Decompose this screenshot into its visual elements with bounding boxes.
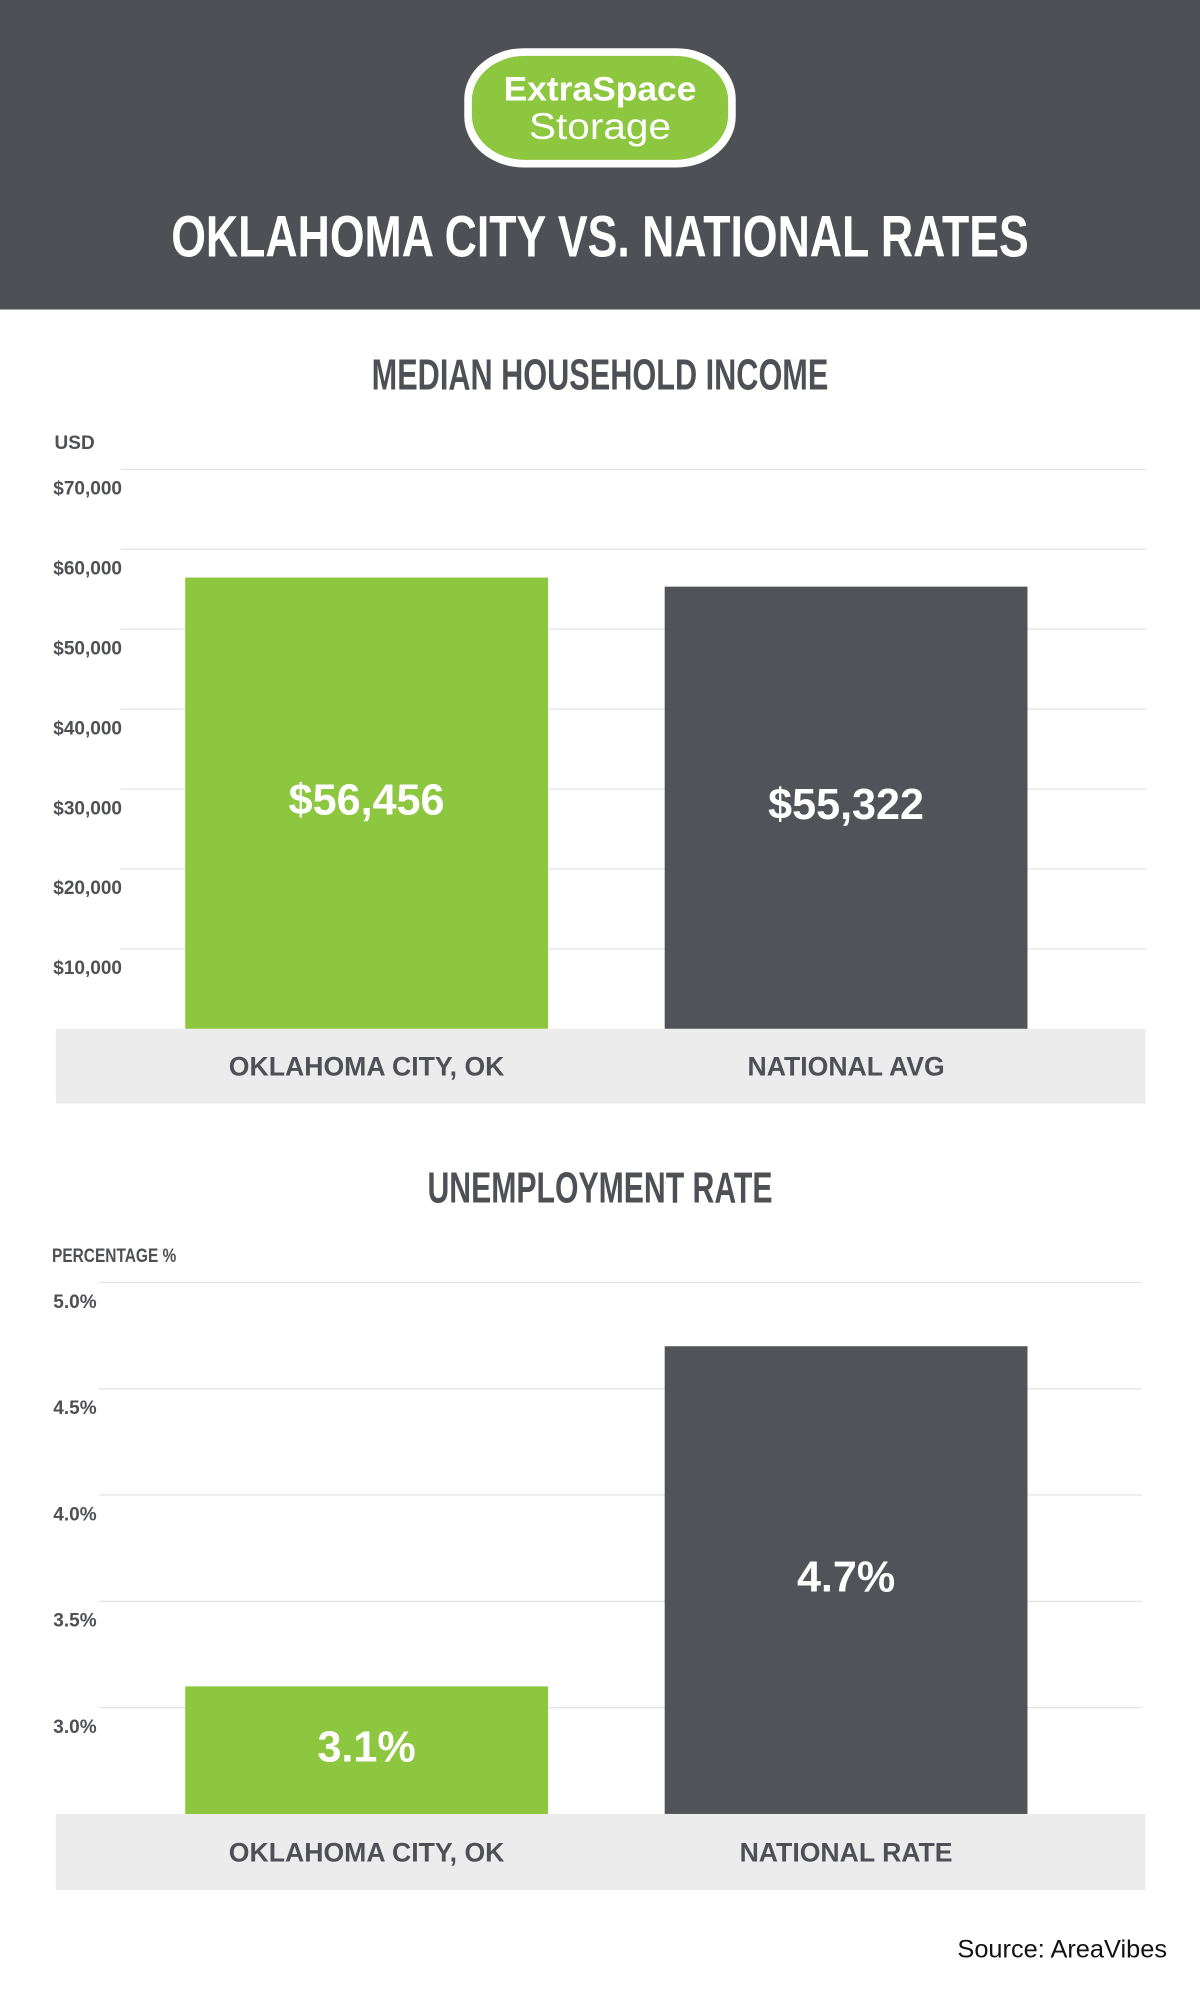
logo-bg [471,55,729,160]
y-tick-label: 4.0% [53,1504,96,1525]
y-axis-label: PERCENTAGE % [52,1246,176,1267]
y-tick-label: 3.0% [53,1717,96,1738]
x-tick-label: OKLAHOMA CITY, OK [229,1838,505,1868]
y-tick-label: $60,000 [53,559,122,580]
y-tick-label: $10,000 [53,958,122,979]
y-axis-label: USD [55,433,95,454]
y-tick-label: $50,000 [53,639,122,660]
y-tick-label: $20,000 [53,878,122,899]
chart-title: MEDIAN HOUSEHOLD INCOME [372,351,829,399]
bar [185,577,548,1029]
bar [664,586,1028,1029]
y-tick-label: 3.5% [53,1611,96,1632]
category-band [55,1813,1146,1891]
logo-text: Storage [529,106,671,147]
bar [185,1686,548,1814]
logo-text: ExtraSpace [504,70,697,108]
value-label: 4.7% [797,1553,895,1601]
value-label: 3.1% [317,1724,415,1772]
bar [664,1346,1028,1814]
value-label: $55,322 [768,781,924,829]
y-tick-label: $30,000 [53,798,122,819]
category-band [55,1028,1146,1104]
source: Source: AreaVibes [957,1936,1167,1964]
y-tick-label: 4.5% [53,1398,96,1419]
x-tick-label: NATIONAL AVG [747,1052,944,1082]
x-tick-label: NATIONAL RATE [740,1838,953,1868]
y-tick-label: $70,000 [53,479,122,500]
value-label: $56,456 [289,777,445,825]
y-tick-label: $40,000 [53,718,122,739]
x-tick-label: OKLAHOMA CITY, OK [229,1052,505,1082]
chart-title: UNEMPLOYMENT RATE [427,1165,772,1213]
page-title: OKLAHOMA CITY VS. NATIONAL RATES [171,204,1029,269]
y-tick-label: 5.0% [53,1292,96,1313]
